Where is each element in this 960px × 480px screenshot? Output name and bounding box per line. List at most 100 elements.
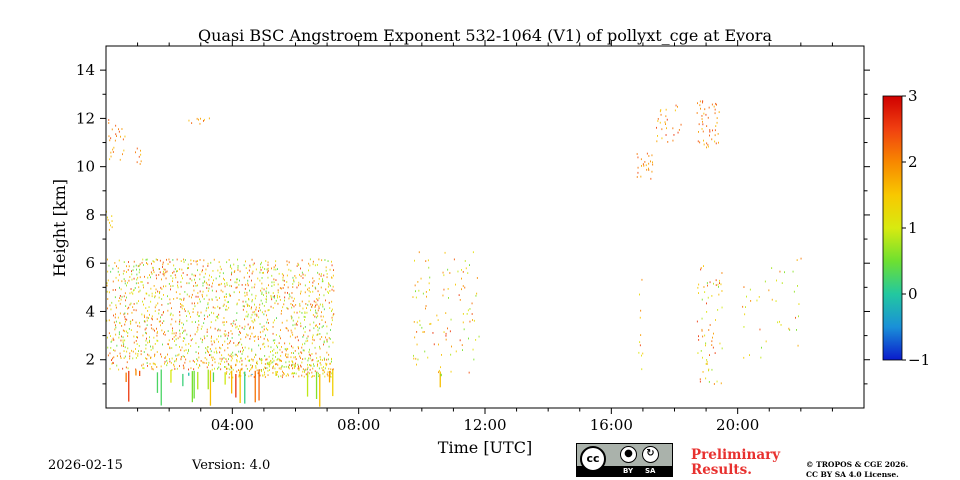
data-point [295, 372, 297, 375]
data-point [261, 311, 263, 314]
data-point [316, 316, 318, 319]
data-point [203, 322, 205, 324]
data-point [301, 300, 303, 303]
data-point [112, 289, 114, 291]
data-point [203, 259, 205, 262]
data-point [156, 332, 158, 334]
data-point [110, 155, 112, 158]
data-point [193, 368, 195, 371]
data-point [212, 270, 214, 272]
data-point [224, 335, 226, 337]
data-point [188, 343, 190, 345]
data-point [262, 330, 264, 333]
data-point [714, 140, 716, 143]
data-point [179, 320, 181, 323]
data-point [127, 332, 129, 334]
data-point [300, 325, 302, 328]
data-point [698, 292, 699, 294]
data-point [255, 306, 257, 309]
colorbar-tick-label: −1 [908, 351, 930, 369]
data-point [218, 283, 220, 286]
data-point [234, 270, 236, 272]
data-point [475, 339, 477, 341]
data-point [333, 269, 334, 271]
data-point [172, 272, 174, 274]
data-point [119, 322, 121, 325]
data-point [291, 296, 293, 299]
data-point [438, 371, 439, 374]
data-point [323, 371, 325, 374]
data-point [270, 346, 272, 349]
data-point [328, 353, 330, 356]
data-point [168, 339, 170, 342]
data-point [154, 353, 156, 356]
data-point [291, 372, 293, 375]
data-point [313, 365, 315, 367]
data-point [317, 315, 319, 317]
data-point [208, 298, 210, 301]
data-point [317, 333, 319, 336]
data-point [331, 316, 333, 319]
data-point [272, 321, 274, 324]
data-point [130, 302, 132, 305]
data-point [331, 264, 333, 267]
data-point [412, 296, 414, 298]
data-point [652, 161, 653, 164]
data-point [322, 325, 324, 327]
data-point [718, 286, 719, 288]
data-point [771, 298, 773, 301]
data-point [199, 364, 200, 366]
data-point [267, 361, 269, 364]
data-point [247, 305, 248, 307]
data-point [318, 307, 320, 310]
data-point [126, 350, 128, 353]
data-point [749, 288, 751, 291]
data-streak [239, 369, 241, 403]
data-point [218, 362, 220, 365]
data-point [263, 342, 265, 345]
data-point [293, 363, 295, 366]
data-point [427, 259, 429, 262]
data-point [743, 286, 745, 288]
cc-license-badge[interactable]: cc ● ↻ BY SA [576, 443, 673, 477]
data-point [173, 365, 175, 368]
data-point [235, 363, 237, 366]
data-point [234, 353, 236, 356]
data-point [167, 303, 169, 305]
data-point [714, 112, 716, 115]
data-point [267, 329, 269, 331]
data-point [230, 353, 232, 356]
data-point [264, 310, 266, 313]
data-point [145, 258, 147, 261]
data-point [709, 324, 711, 326]
data-point [221, 357, 223, 360]
data-point [306, 337, 308, 340]
data-point [333, 313, 335, 315]
data-point [167, 343, 169, 345]
data-point [427, 356, 429, 359]
data-point [119, 286, 120, 289]
cc-icon: cc [580, 446, 606, 472]
data-point [711, 344, 713, 346]
data-point [429, 276, 431, 279]
data-point [146, 358, 148, 360]
data-point [119, 297, 121, 299]
data-point [128, 279, 130, 282]
data-point [249, 327, 251, 330]
data-point [298, 347, 299, 350]
data-point [795, 316, 796, 319]
data-point [331, 357, 332, 360]
data-point [272, 295, 274, 298]
data-point [698, 335, 699, 338]
data-point [331, 260, 332, 263]
data-point [643, 164, 645, 167]
data-point [224, 340, 226, 343]
data-point [125, 320, 126, 323]
data-point [331, 360, 332, 363]
data-point [261, 359, 263, 361]
data-point [261, 287, 263, 290]
data-point [702, 123, 704, 126]
data-point [169, 314, 171, 316]
data-point [136, 147, 138, 150]
data-point [119, 158, 121, 161]
